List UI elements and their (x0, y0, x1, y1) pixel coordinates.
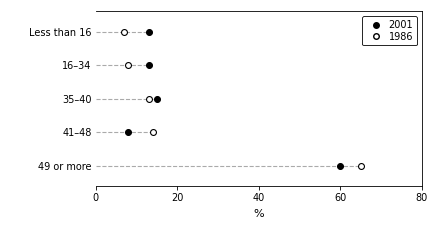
X-axis label: %: % (253, 209, 263, 219)
Point (336, 164, 343, 168)
Point (145, 63, 152, 67)
Legend: 2001, 1986: 2001, 1986 (362, 16, 416, 45)
Point (356, 164, 363, 168)
Point (125, 63, 132, 67)
Point (121, 30, 128, 33)
Point (153, 97, 160, 101)
Point (145, 30, 152, 33)
Point (125, 131, 132, 134)
Point (145, 97, 152, 101)
Point (149, 131, 156, 134)
